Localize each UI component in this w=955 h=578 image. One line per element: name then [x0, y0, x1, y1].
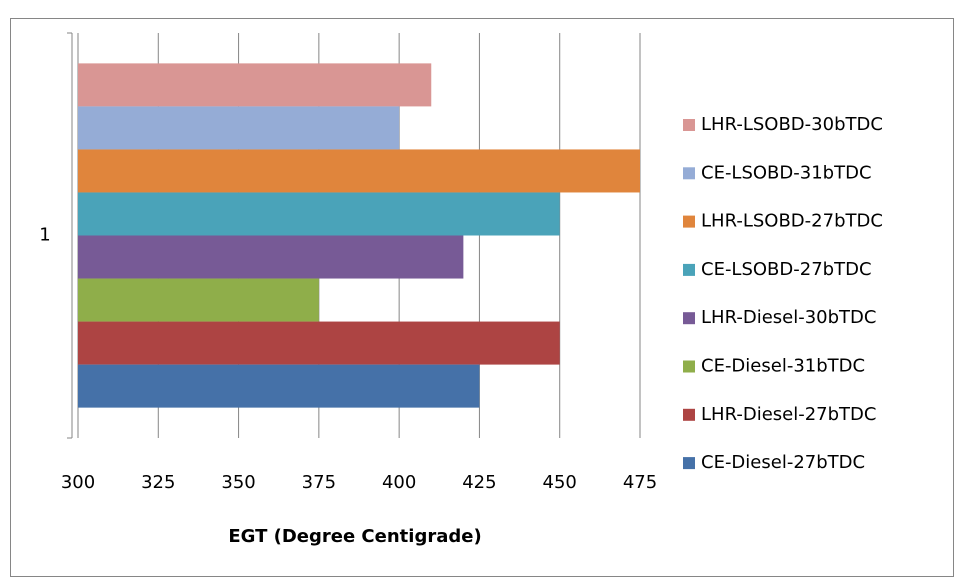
legend-swatch: [683, 167, 695, 180]
x-tick-label: 325: [141, 472, 175, 493]
legend-swatch: [683, 457, 695, 470]
legend-swatch: [683, 312, 695, 325]
legend-label: CE-LSOBD-27bTDC: [701, 259, 872, 280]
x-tick-label: 450: [543, 472, 577, 493]
y-tick-label: 1: [39, 225, 50, 246]
legend-label: CE-Diesel-31bTDC: [701, 356, 865, 377]
bar: [78, 278, 319, 322]
legend-label: LHR-LSOBD-30bTDC: [701, 114, 883, 135]
legend-swatch: [683, 263, 695, 276]
x-tick-label: 375: [302, 472, 336, 493]
bar: [78, 192, 560, 236]
bar: [78, 235, 464, 279]
legend-label: LHR-Diesel-27bTDC: [701, 404, 876, 425]
x-tick-label: 350: [221, 472, 255, 493]
x-tick-label: 300: [61, 472, 95, 493]
legend-label: LHR-LSOBD-27bTDC: [701, 211, 883, 232]
bar: [78, 321, 560, 365]
legend-label: CE-Diesel-27bTDC: [701, 452, 865, 473]
legend-label: LHR-Diesel-30bTDC: [701, 307, 876, 328]
legend-swatch: [683, 215, 695, 228]
legend-label: CE-LSOBD-31bTDC: [701, 162, 872, 183]
legend-swatch: [683, 119, 695, 131]
bar: [78, 364, 480, 408]
x-tick-label: 400: [382, 472, 416, 493]
x-tick-label: 425: [462, 472, 496, 493]
x-tick-label: 475: [623, 472, 657, 493]
bar: [78, 149, 640, 193]
x-axis-title: EGT (Degree Centigrade): [228, 526, 481, 547]
bar: [78, 63, 432, 107]
bar: [78, 106, 400, 150]
legend-swatch: [683, 360, 695, 373]
legend-swatch: [683, 408, 695, 421]
